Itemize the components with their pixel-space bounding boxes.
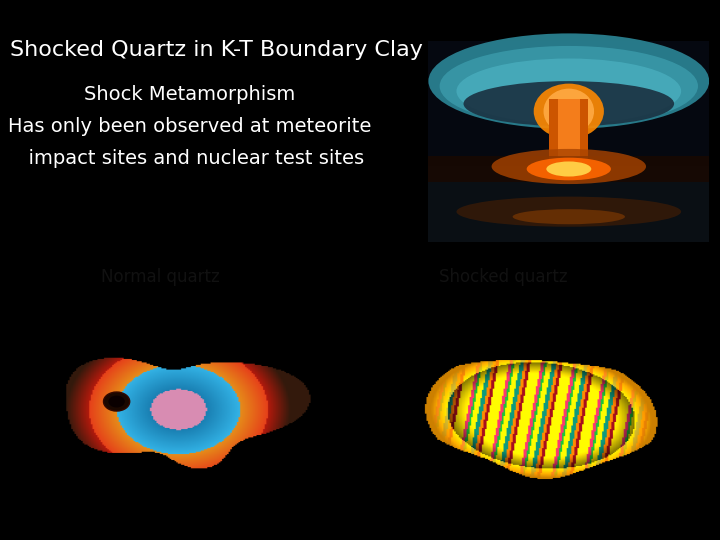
Text: impact sites and nuclear test sites: impact sites and nuclear test sites [16,149,364,168]
Text: Shocked quartz: Shocked quartz [438,268,567,286]
Bar [428,157,709,181]
Bar [557,99,580,174]
Ellipse shape [428,33,709,129]
Circle shape [109,396,125,408]
Ellipse shape [526,158,611,180]
Ellipse shape [546,161,591,177]
Bar [428,166,709,242]
Text: Normal quartz: Normal quartz [102,268,220,286]
Text: Shocked Quartz in K-T Boundary Clay: Shocked Quartz in K-T Boundary Clay [10,40,423,60]
Ellipse shape [492,149,646,184]
Text: Has only been observed at meteorite: Has only been observed at meteorite [9,117,372,136]
Ellipse shape [440,46,698,126]
Ellipse shape [456,197,681,227]
Bar [428,242,709,262]
Ellipse shape [464,81,674,126]
Bar [549,99,588,174]
Text: Shock Metamorphism: Shock Metamorphism [84,85,296,104]
Ellipse shape [534,84,604,139]
Bar [428,11,709,41]
Ellipse shape [456,58,681,124]
Circle shape [104,392,130,411]
Ellipse shape [544,89,594,134]
Ellipse shape [513,209,625,224]
